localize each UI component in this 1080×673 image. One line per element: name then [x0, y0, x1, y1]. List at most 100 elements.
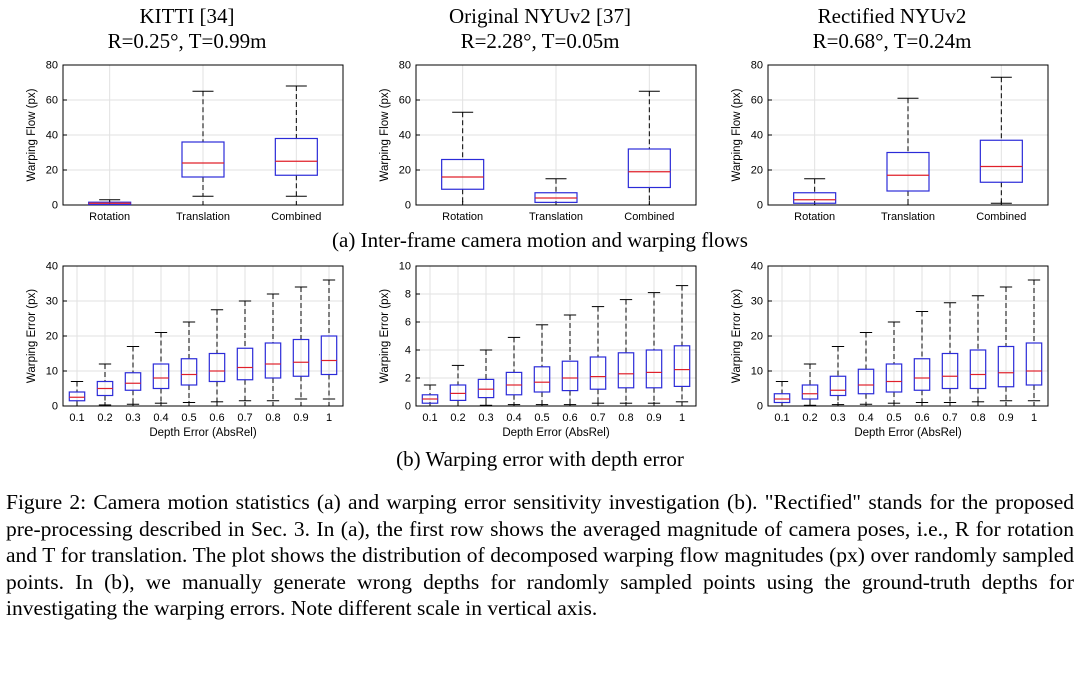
y-axis-label: Warping Flow (px): [731, 88, 743, 181]
box-1: [801, 363, 819, 406]
warping-error-kitti-chart: 0 10 20 30 40 0.1 0.2 0.3 0.4 0.5 0.6 0.7 0.8 0.9 1 War…: [26, 261, 344, 439]
x-tick-label: 0.9: [646, 412, 661, 424]
y-tick-label: 60: [46, 95, 58, 107]
iqr-box: [505, 371, 523, 396]
y-tick-label: 10: [751, 366, 763, 378]
x-tick-label: Translation: [176, 211, 230, 223]
iqr-box: [885, 363, 903, 393]
box-5: [913, 311, 931, 403]
y-tick-label: 80: [399, 60, 411, 72]
box-2: [477, 349, 495, 406]
iqr-box: [617, 352, 635, 389]
y-tick-label: 6: [405, 317, 411, 329]
x-tick-label: 0.6: [914, 412, 929, 424]
y-axis-label: Warping Flow (px): [379, 88, 391, 181]
box-8: [997, 286, 1015, 402]
subcaption-b: (b) Warping error with depth error: [396, 447, 684, 471]
iqr-box: [886, 151, 930, 192]
iqr-box: [829, 375, 847, 397]
x-tick-label: 0.5: [181, 412, 196, 424]
x-axis-label: Depth Error (AbsRel): [854, 427, 962, 439]
iqr-box: [913, 358, 931, 391]
x-tick-label: 1: [326, 412, 332, 424]
box-0: [421, 384, 439, 407]
x-tick-label: 0.5: [534, 412, 549, 424]
iqr-box: [68, 391, 86, 402]
box-3: [152, 332, 170, 404]
y-tick-label: 20: [46, 165, 58, 177]
box-0: [773, 381, 791, 407]
x-tick-label: 0.6: [209, 412, 224, 424]
iqr-box: [997, 345, 1015, 388]
x-tick-label: 0.3: [830, 412, 845, 424]
x-tick-label: 0.8: [265, 412, 280, 424]
x-tick-label: 0.6: [562, 412, 577, 424]
iqr-box: [421, 394, 439, 404]
title-line1: Rectified NYUv2: [817, 4, 967, 28]
box-7: [969, 295, 987, 403]
iqr-box: [793, 192, 837, 204]
y-tick-label: 20: [751, 165, 763, 177]
box-2: [627, 90, 671, 206]
y-tick-label: 30: [46, 296, 58, 308]
y-tick-label: 20: [46, 331, 58, 343]
x-tick-label: 1: [1031, 412, 1037, 424]
box-9: [673, 285, 691, 403]
y-tick-label: 80: [46, 60, 58, 72]
x-tick-label: 0.4: [153, 412, 168, 424]
x-tick-label: 0.8: [970, 412, 985, 424]
iqr-box: [857, 368, 875, 395]
iqr-box: [236, 347, 254, 381]
iqr-box: [292, 338, 310, 377]
warping-error-original-nyu-chart: 0 2 4 6 8 10 0.1 0.2 0.3 0.4 0.5 0.6 0.7 0.8 0.9 1 Warpi…: [379, 261, 697, 439]
x-tick-label: 0.9: [293, 412, 308, 424]
box-5: [208, 309, 226, 403]
box-0: [88, 199, 132, 206]
box-2: [274, 85, 318, 197]
iqr-box: [627, 148, 671, 189]
panel-title-original-nyu: Original NYUv2 [37] R=2.28°, T=0.05m: [390, 4, 690, 54]
iqr-box: [124, 372, 142, 391]
box-1: [886, 97, 930, 206]
iqr-box: [645, 349, 663, 389]
x-tick-label: 0.7: [590, 412, 605, 424]
box-6: [236, 300, 254, 402]
y-axis-label: Warping Error (px): [379, 289, 391, 383]
box-0: [68, 381, 86, 407]
x-tick-label: 0.8: [618, 412, 633, 424]
iqr-box: [208, 352, 226, 383]
x-tick-label: Combined: [976, 211, 1026, 223]
plot-frame: [415, 265, 697, 407]
y-tick-label: 10: [399, 261, 411, 273]
x-tick-label: Combined: [624, 211, 674, 223]
box-7: [617, 299, 635, 404]
iqr-box: [320, 335, 338, 376]
y-axis-label: Warping Error (px): [731, 289, 743, 383]
y-tick-label: 40: [46, 130, 58, 142]
box-7: [264, 293, 282, 402]
box-1: [449, 364, 467, 407]
x-tick-label: Rotation: [794, 211, 835, 223]
iqr-box: [477, 378, 495, 399]
x-tick-label: 0.1: [422, 412, 437, 424]
x-tick-label: Rotation: [89, 211, 130, 223]
box-2: [124, 346, 142, 405]
x-tick-label: Rotation: [442, 211, 483, 223]
box-6: [941, 302, 959, 403]
x-tick-label: 0.7: [237, 412, 252, 424]
box-4: [533, 324, 551, 406]
box-5: [561, 314, 579, 406]
warping-flow-kitti-chart: 0 20 40 60 80 Rotation Translation Combined Warp…: [26, 60, 344, 223]
box-9: [320, 279, 338, 400]
iqr-box: [801, 384, 819, 400]
iqr-box: [441, 158, 485, 190]
iqr-box: [589, 356, 607, 390]
x-tick-label: 0.4: [858, 412, 873, 424]
y-tick-label: 20: [751, 331, 763, 343]
x-tick-label: 0.4: [506, 412, 521, 424]
y-tick-label: 0: [757, 200, 763, 212]
y-tick-label: 40: [46, 261, 58, 273]
x-tick-label: 0.2: [450, 412, 465, 424]
subcaption-a: (a) Inter-frame camera motion and warpin…: [332, 228, 748, 252]
y-axis-label: Warping Flow (px): [26, 88, 38, 181]
